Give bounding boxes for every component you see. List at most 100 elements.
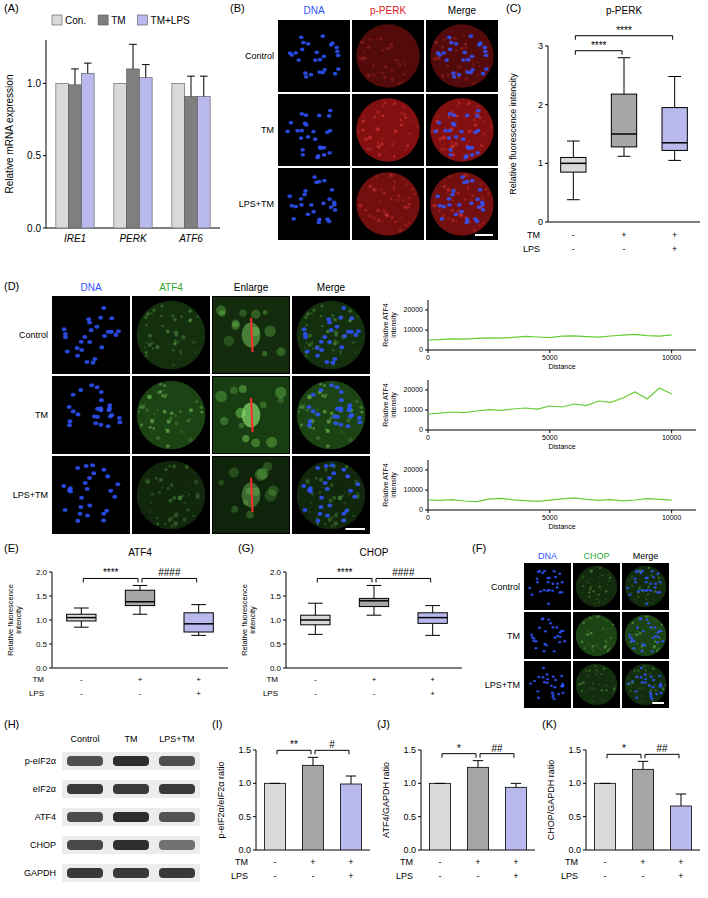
condition-sign: - xyxy=(274,871,277,881)
stain-speckle xyxy=(376,209,379,212)
condition-sign: + xyxy=(138,675,143,684)
significance-label: ** xyxy=(290,739,298,750)
micrograph xyxy=(132,456,210,534)
stain-speckle xyxy=(337,512,339,514)
whisker-cap xyxy=(668,76,681,77)
stain-speckle xyxy=(462,47,464,49)
nucleus xyxy=(551,583,554,585)
stain-speckle xyxy=(639,632,641,634)
micrograph xyxy=(426,168,498,240)
nucleus xyxy=(307,419,312,423)
nucleus xyxy=(302,327,307,331)
whisker-cap xyxy=(567,141,580,142)
y-tick-label: 3 xyxy=(538,41,543,51)
stain-speckle xyxy=(441,148,444,151)
stain-speckle xyxy=(582,641,584,643)
nucleus xyxy=(656,641,659,643)
stain-speckle xyxy=(587,582,589,584)
stain-speckle xyxy=(340,353,342,355)
nucleus xyxy=(93,421,98,425)
y-tick xyxy=(283,644,286,645)
nucleus xyxy=(447,136,452,140)
nucleus xyxy=(543,650,546,652)
nucleus xyxy=(303,71,308,75)
y-axis-title-line: intensity xyxy=(390,392,398,418)
y-axis-title: Relative ATF4intensity xyxy=(382,463,398,507)
figure: (B)DNAp-PERKMergeControlTMLPS+TM(D)DNAAT… xyxy=(0,0,708,898)
nucleus xyxy=(658,685,661,687)
nucleus xyxy=(318,512,323,516)
stain-speckle xyxy=(366,74,370,78)
significance-bracket xyxy=(317,578,372,582)
nucleus xyxy=(291,217,296,221)
nucleus xyxy=(71,393,76,397)
stain-speckle xyxy=(585,690,587,692)
blot-band xyxy=(159,812,195,822)
stain-speckle xyxy=(356,315,359,318)
plot-marks xyxy=(428,334,672,340)
y-axis-line xyxy=(256,750,257,850)
stain-speckle xyxy=(456,221,458,223)
stain-speckle xyxy=(600,589,602,591)
chart-title: CHOP xyxy=(360,547,389,558)
plot-marks xyxy=(561,58,688,200)
nucleus xyxy=(84,360,89,364)
stain-speckle xyxy=(161,394,164,397)
whisker-cap xyxy=(133,614,148,615)
panel-letter: (H) xyxy=(4,718,19,730)
nucleus xyxy=(316,412,321,416)
y-tick-label: 0.5 xyxy=(27,150,41,161)
stain-speckle xyxy=(321,325,324,328)
stain-speckle xyxy=(455,49,458,52)
stain-speckle xyxy=(339,350,342,353)
stain-speckle xyxy=(177,512,179,514)
stain-speckle xyxy=(487,59,489,61)
stain-speckle xyxy=(609,647,611,649)
x-tick-label: 10000 xyxy=(662,514,682,521)
stain-speckle xyxy=(348,493,350,495)
nucleus xyxy=(628,594,631,596)
stain-speckle xyxy=(598,601,600,603)
condition-sign: + xyxy=(513,857,518,867)
nucleus xyxy=(65,350,70,354)
nucleus xyxy=(641,650,644,652)
stain-speckle xyxy=(168,464,171,467)
y-tick-label: 0.0 xyxy=(36,664,48,673)
stain-speckle xyxy=(384,65,388,69)
legend-swatch xyxy=(138,15,148,25)
stain-speckle xyxy=(319,478,323,482)
y-tick-label: 10000 xyxy=(404,326,424,333)
micrograph-background xyxy=(132,296,210,374)
stain xyxy=(430,172,493,235)
stain-speckle xyxy=(467,103,469,105)
stain-speckle xyxy=(359,204,363,208)
stain xyxy=(297,301,366,370)
column-header: DNA xyxy=(80,282,101,293)
x-axis-title: Distance xyxy=(548,363,575,370)
stain-speckle xyxy=(592,687,594,689)
blot-strip xyxy=(62,836,200,854)
stain-speckle xyxy=(389,35,391,37)
nucleus xyxy=(315,466,320,470)
stain-speckle xyxy=(149,511,151,513)
stain-speckle xyxy=(598,576,600,578)
stain-speckle xyxy=(654,599,655,600)
significance-bracket xyxy=(315,750,349,754)
whisker-cap xyxy=(308,603,323,604)
nucleus xyxy=(628,634,631,636)
y-tick-label: 10000 xyxy=(404,406,424,413)
nucleus xyxy=(462,180,467,184)
x-axis-line xyxy=(428,510,696,511)
micrograph-background xyxy=(426,94,498,166)
legend-label: TM+LPS xyxy=(151,15,191,26)
condition-sign: - xyxy=(439,871,442,881)
significance-label: * xyxy=(457,743,461,754)
nucleus xyxy=(109,413,114,417)
stain-speckle xyxy=(632,635,633,636)
condition-label: TM xyxy=(565,857,578,867)
stain-speckle xyxy=(360,411,363,414)
error-cap xyxy=(473,760,483,761)
x-tick-label: 10000 xyxy=(662,354,682,361)
error-cap xyxy=(129,44,137,45)
stain-speckle xyxy=(375,175,377,177)
